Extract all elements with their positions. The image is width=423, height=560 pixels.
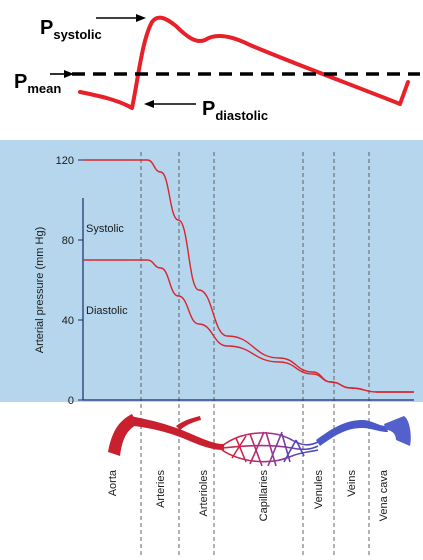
y-axis-label: Arterial pressure (mm Hg) (34, 227, 46, 354)
series-label-systolic: Systolic (86, 223, 124, 235)
mean-arrow (50, 70, 74, 78)
y-tick-label: 40 (62, 315, 74, 327)
region-label-arterioles: Arterioles (198, 470, 210, 517)
vena-cava-vessel-icon (384, 416, 411, 446)
y-tick-label: 120 (56, 155, 74, 167)
region-label-aorta: Aorta (107, 469, 119, 496)
series-label-diastolic: Diastolic (86, 305, 128, 317)
region-label-veins: Veins (346, 470, 358, 497)
systolic-arrow (96, 14, 146, 22)
y-axis (78, 159, 414, 401)
blood-vessel-illustration (108, 414, 411, 467)
pressure-waveform-curve (78, 15, 410, 110)
vessel-region-labels: Aorta Arteries Arterioles Capillaries Venule… (107, 469, 390, 521)
series-line-diastolic (83, 259, 414, 393)
capillary-bed-icon (221, 431, 319, 467)
aorta-vessel-icon (108, 414, 138, 456)
region-label-capillaries: Capillaries (258, 470, 270, 522)
y-tick-label: 80 (62, 235, 74, 247)
region-label-vena-cava: Vena cava (378, 469, 390, 521)
p-systolic-label: Psystolic (40, 17, 102, 42)
p-mean-label: Pmean (14, 71, 61, 96)
p-diastolic-label: Pdiastolic (202, 98, 268, 123)
chart-plot-panel (0, 140, 423, 402)
venous-vessel-icon (316, 420, 388, 446)
pressure-series-lines (82, 159, 414, 393)
y-tick-labels: 120 80 40 0 (56, 155, 74, 407)
region-label-arteries: Arteries (155, 470, 167, 508)
y-tick-label: 0 (68, 395, 74, 407)
arterial-tree-vessel-icon (130, 416, 224, 450)
region-divider-lines (140, 152, 370, 556)
arteriole-branch-icon (176, 416, 201, 430)
pressure-waveform-diagram: Psystolic Pmean Pdiastolic (14, 14, 420, 123)
diastolic-arrow (144, 100, 196, 108)
region-label-venules: Venules (313, 470, 325, 510)
